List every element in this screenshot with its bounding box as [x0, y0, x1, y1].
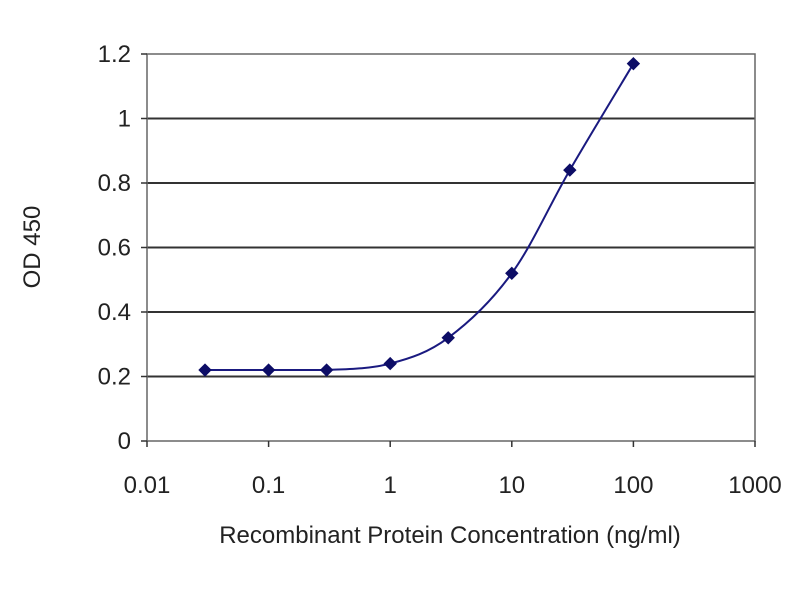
- x-tick-label: 0.01: [124, 472, 171, 499]
- data-point: [563, 163, 577, 177]
- data-point: [319, 363, 334, 377]
- y-tick-label: 1.2: [98, 41, 131, 68]
- x-axis-title: Recombinant Protein Concentration (ng/ml…: [219, 522, 681, 549]
- fitted-curve-group: [205, 63, 635, 372]
- y-tick-label: 1: [118, 106, 131, 133]
- x-tick-label: 0.1: [252, 472, 285, 499]
- y-tick-labels: 0 0.2 0.4 0.6 0.8 1 1.2: [98, 41, 147, 455]
- data-point: [626, 56, 641, 71]
- data-point: [383, 356, 397, 371]
- y-axis-title: OD 450: [19, 206, 46, 289]
- data-point: [198, 363, 212, 377]
- data-point: [261, 363, 276, 377]
- x-tick-labels: 0.01 0.1 1 10 100 1000: [124, 441, 782, 499]
- x-tick-label: 1000: [728, 472, 781, 499]
- y-tick-label: 0: [118, 428, 131, 455]
- y-tick-label: 0.2: [98, 364, 131, 391]
- fitted-curve: [205, 63, 635, 372]
- x-tick-label: 100: [613, 472, 653, 499]
- grid-lines: [147, 117, 755, 378]
- data-point: [441, 331, 455, 345]
- data-points: [198, 56, 641, 377]
- y-tick-label: 0.6: [98, 235, 131, 262]
- x-tick-label: 10: [498, 472, 525, 499]
- data-point: [505, 266, 519, 281]
- y-tick-label: 0.8: [98, 170, 131, 197]
- x-tick-label: 1: [384, 472, 397, 499]
- y-tick-label: 0.4: [98, 299, 131, 326]
